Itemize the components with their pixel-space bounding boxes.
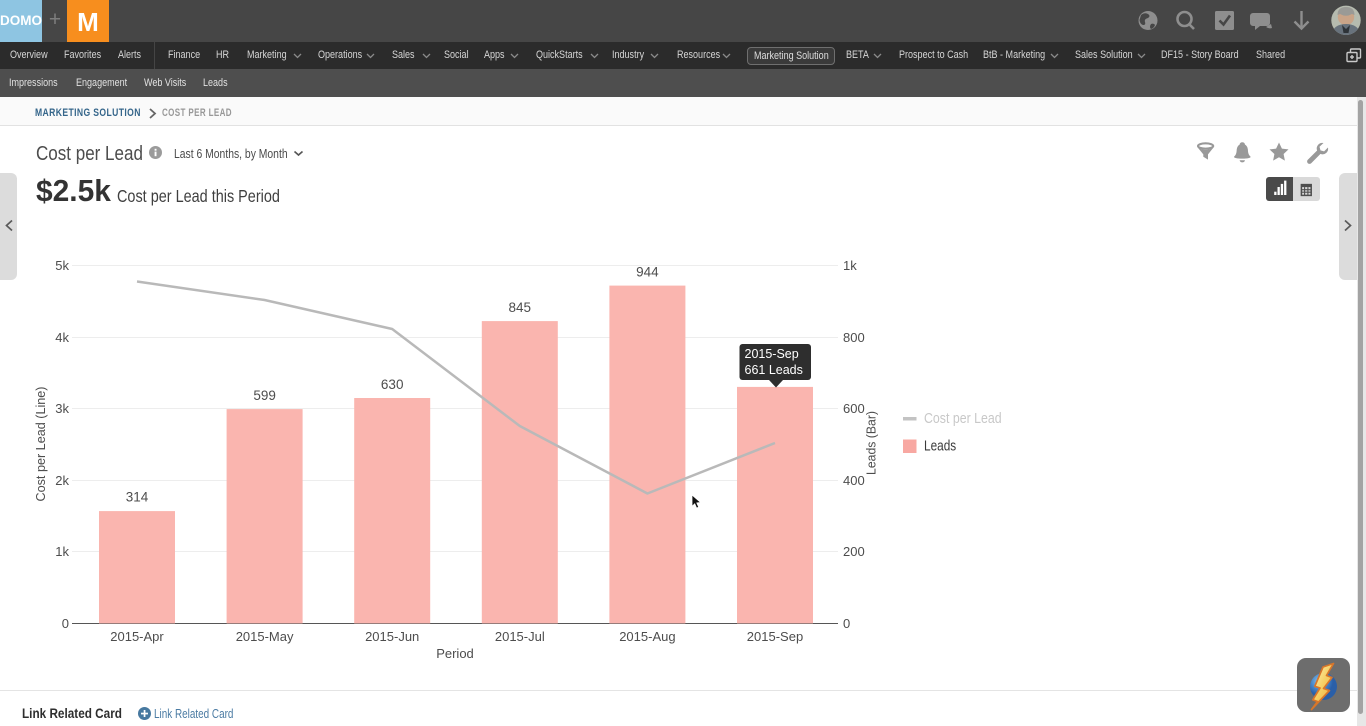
svg-text:944: 944 xyxy=(636,265,659,280)
svg-text:2015-May: 2015-May xyxy=(236,629,294,644)
svg-text:2k: 2k xyxy=(55,473,69,488)
svg-text:Cost per Lead: Cost per Lead xyxy=(924,410,1002,427)
svg-text:630: 630 xyxy=(381,377,404,392)
svg-text:800: 800 xyxy=(843,330,865,345)
svg-text:2015-Apr: 2015-Apr xyxy=(110,629,164,644)
svg-text:2015-Sep: 2015-Sep xyxy=(745,347,799,361)
svg-text:2015-Jun: 2015-Jun xyxy=(365,629,419,644)
svg-text:599: 599 xyxy=(253,388,276,403)
svg-text:2015-Jul: 2015-Jul xyxy=(495,629,545,644)
svg-text:1k: 1k xyxy=(55,544,69,559)
svg-text:2015-Aug: 2015-Aug xyxy=(619,629,675,644)
svg-text:Cost per Lead (Line): Cost per Lead (Line) xyxy=(33,387,48,502)
svg-text:0: 0 xyxy=(62,616,69,631)
svg-text:3k: 3k xyxy=(55,401,69,416)
svg-text:600: 600 xyxy=(843,401,865,416)
svg-text:4k: 4k xyxy=(55,330,69,345)
svg-text:314: 314 xyxy=(126,490,149,505)
svg-text:Leads: Leads xyxy=(924,438,956,455)
svg-text:200: 200 xyxy=(843,544,865,559)
svg-text:Period: Period xyxy=(436,646,474,661)
svg-text:0: 0 xyxy=(843,616,850,631)
svg-text:400: 400 xyxy=(843,473,865,488)
svg-text:2015-Sep: 2015-Sep xyxy=(747,629,803,644)
svg-text:661 Leads: 661 Leads xyxy=(745,363,803,377)
svg-text:Leads (Bar): Leads (Bar) xyxy=(864,411,879,475)
svg-text:1k: 1k xyxy=(843,258,857,273)
svg-text:5k: 5k xyxy=(55,258,69,273)
svg-text:845: 845 xyxy=(509,300,532,315)
